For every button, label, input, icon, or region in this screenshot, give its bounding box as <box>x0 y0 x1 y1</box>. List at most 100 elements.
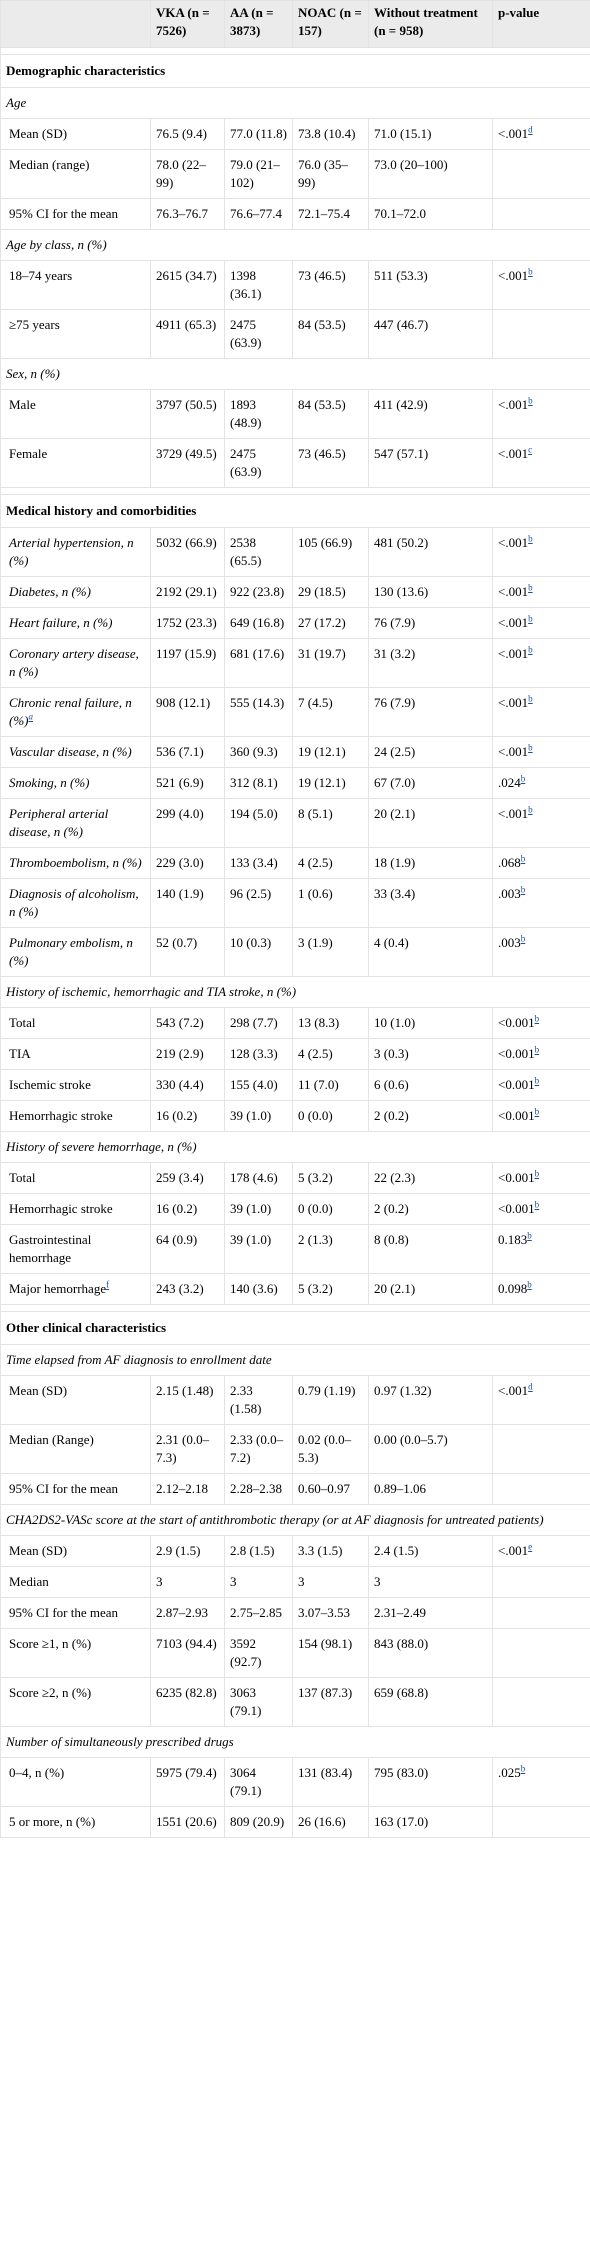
data-row: Mean (SD) 76.5 (9.4) 77.0 (11.8) 73.8 (10.4… <box>0 118 590 150</box>
value-cell: 2475 (63.9) <box>224 438 293 488</box>
value-cell: 39 (1.0) <box>224 1193 293 1225</box>
value-cell: 8 (5.1) <box>292 798 369 848</box>
footnote-link[interactable]: b <box>534 1075 540 1086</box>
footnote-link[interactable]: b <box>528 582 533 593</box>
footnote-link[interactable]: b <box>534 1044 540 1055</box>
p-value: <.001 <box>498 268 529 283</box>
value-cell: 3797 (50.5) <box>150 389 225 439</box>
footnote-link[interactable]: d <box>528 124 533 135</box>
value-cell: 1551 (20.6) <box>150 1806 225 1838</box>
p-value-cell: <0.001b <box>492 1193 590 1225</box>
row-label: Arterial hypertension, n (%) <box>9 535 134 568</box>
p-value-cell: <0.001b <box>492 1038 590 1070</box>
value-cell: 27 (17.2) <box>292 607 369 639</box>
row-label-cell: Mean (SD) <box>0 118 151 150</box>
p-value-cell <box>492 149 590 199</box>
footnote-link[interactable]: b <box>520 1763 526 1774</box>
value-cell: 0.00 (0.0–5.7) <box>368 1424 493 1474</box>
value-cell: 3064 (79.1) <box>224 1757 293 1807</box>
footnote-link[interactable]: b <box>534 1013 540 1024</box>
footnote-link[interactable]: b <box>520 884 526 895</box>
p-value-cell: 0.183b <box>492 1224 590 1274</box>
value-cell: 5032 (66.9) <box>150 527 225 577</box>
value-cell: 2.28–2.38 <box>224 1473 293 1505</box>
value-cell: 2 (0.2) <box>368 1193 493 1225</box>
value-cell: 140 (3.6) <box>224 1273 293 1305</box>
row-label-cell: Heart failure, n (%) <box>0 607 151 639</box>
row-label-cell: Mean (SD) <box>0 1535 151 1567</box>
value-cell: 178 (4.6) <box>224 1162 293 1194</box>
p-value-cell: <.001b <box>492 638 590 688</box>
row-label-cell: Pulmonary embolism, n (%) <box>0 927 151 977</box>
value-cell: 360 (9.3) <box>224 736 293 768</box>
p-value: <.001 <box>498 695 529 710</box>
value-cell: 39 (1.0) <box>224 1224 293 1274</box>
footnote-link[interactable]: b <box>534 1106 540 1117</box>
footnote-link[interactable]: b <box>528 804 533 815</box>
footnote-link[interactable]: b <box>520 853 526 864</box>
footnote-link[interactable]: e <box>528 1541 533 1552</box>
p-value: <.001 <box>498 446 529 461</box>
row-label-cell: Hemorrhagic stroke <box>0 1193 151 1225</box>
row-label: Coronary artery disease, n (%) <box>9 646 139 679</box>
value-cell: 6 (0.6) <box>368 1069 493 1101</box>
footnote-link[interactable]: c <box>528 444 533 455</box>
p-value: <.001 <box>498 584 529 599</box>
value-cell: 77.0 (11.8) <box>224 118 293 150</box>
footnote-link[interactable]: b <box>527 1230 532 1241</box>
footnote-link[interactable]: b <box>528 533 533 544</box>
data-row: 0–4, n (%) 5975 (79.4) 3064 (79.1) 131 (83.… <box>0 1757 590 1807</box>
value-cell: 26 (16.6) <box>292 1806 369 1838</box>
value-cell: 4911 (65.3) <box>150 309 225 359</box>
footnote-link[interactable]: b <box>528 644 533 655</box>
data-row: Diabetes, n (%) 2192 (29.1) 922 (23.8) 29 (… <box>0 576 590 608</box>
group-title: Age by class, n (%) <box>0 229 590 261</box>
footnote-link[interactable]: b <box>534 1168 540 1179</box>
value-cell: 2.33 (1.58) <box>224 1375 293 1425</box>
footnote-link[interactable]: b <box>520 933 526 944</box>
p-value: <.001 <box>498 744 529 759</box>
footnote-link[interactable]: b <box>528 693 533 704</box>
row-label-cell: Median <box>0 1566 151 1598</box>
value-cell: 1 (0.6) <box>292 878 369 928</box>
footnote-link[interactable]: b <box>520 773 526 784</box>
row-label-cell: Diabetes, n (%) <box>0 576 151 608</box>
footnote-link[interactable]: b <box>534 1199 540 1210</box>
footnote-link[interactable]: a <box>28 711 34 722</box>
p-value: <0.001 <box>498 1015 535 1030</box>
data-table: VKA (n = 7526) AA (n = 3873) NOAC (n = 157… <box>0 0 590 1838</box>
data-row: 5 or more, n (%) 1551 (20.6) 809 (20.9) 26 … <box>0 1806 590 1838</box>
value-cell: 76.3–76.7 <box>150 198 225 230</box>
value-cell: 2.75–2.85 <box>224 1597 293 1629</box>
row-label-cell: Peripheral arterial disease, n (%) <box>0 798 151 848</box>
value-cell: 18 (1.9) <box>368 847 493 879</box>
data-row: Median 3 3 3 3 <box>0 1566 590 1598</box>
footnote-link[interactable]: b <box>528 742 533 753</box>
value-cell: 681 (17.6) <box>224 638 293 688</box>
value-cell: 70.1–72.0 <box>368 198 493 230</box>
row-label-cell: Gastrointestinal hemorrhage <box>0 1224 151 1274</box>
row-label-cell: 95% CI for the mean <box>0 1597 151 1629</box>
value-cell: 13 (8.3) <box>292 1007 369 1039</box>
p-value: <.001 <box>498 535 529 550</box>
footnote-link[interactable]: d <box>528 1381 533 1392</box>
footnote-link[interactable]: b <box>528 613 533 624</box>
spacer-cell <box>0 1304 590 1312</box>
column-header: NOAC (n = 157) <box>292 0 369 48</box>
section-title: Other clinical characteristics <box>0 1311 590 1345</box>
row-label: Heart failure, n (%) <box>9 615 113 630</box>
footnote-link[interactable]: f <box>106 1279 110 1290</box>
value-cell: 76.6–77.4 <box>224 198 293 230</box>
p-value: .068 <box>498 855 521 870</box>
row-label-cell: Thromboembolism, n (%) <box>0 847 151 879</box>
row-label-cell: Mean (SD) <box>0 1375 151 1425</box>
spacer-row <box>0 1304 590 1312</box>
p-value-cell: <.001b <box>492 607 590 639</box>
table-body: Demographic characteristics Age Mean (SD) 7… <box>0 47 590 1838</box>
footnote-link[interactable]: b <box>527 1279 532 1290</box>
p-value-cell: <.001e <box>492 1535 590 1567</box>
footnote-link[interactable]: b <box>528 266 533 277</box>
value-cell: 555 (14.3) <box>224 687 293 737</box>
footnote-link[interactable]: b <box>528 395 533 406</box>
data-row: Hemorrhagic stroke 16 (0.2) 39 (1.0) 0 (0.0… <box>0 1100 590 1132</box>
